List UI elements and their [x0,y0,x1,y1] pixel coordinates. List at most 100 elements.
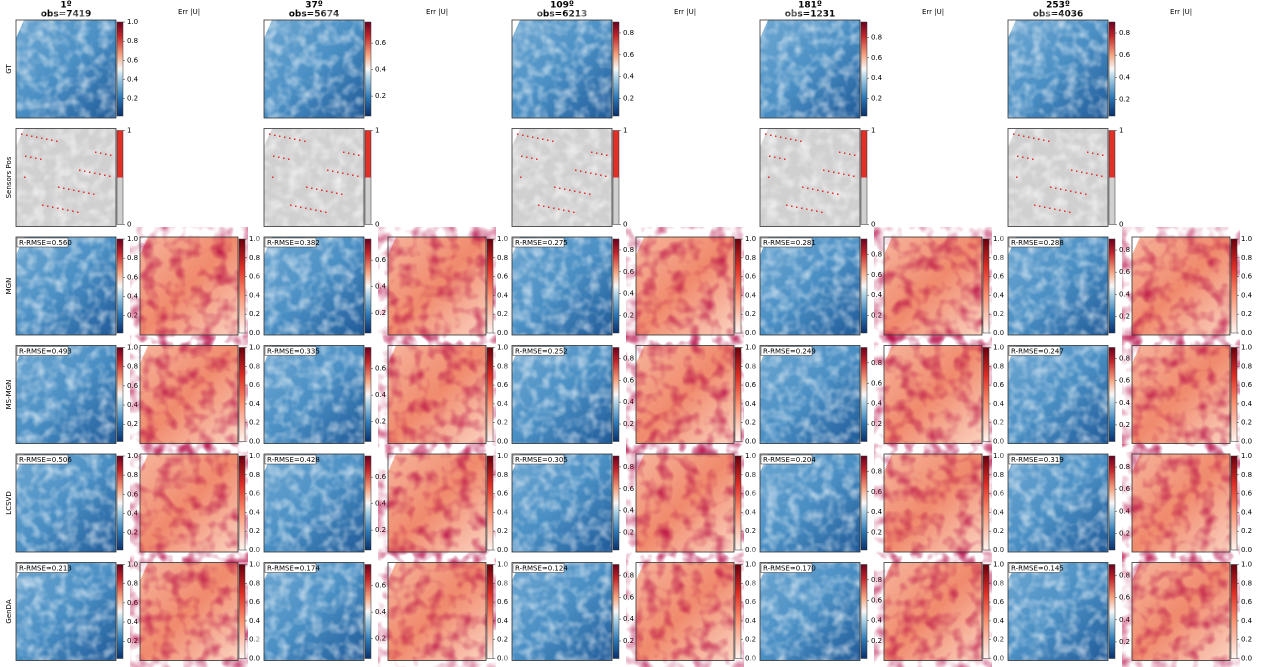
colorbar [364,455,372,551]
heatmap-panel [511,562,613,661]
colorbar-tick-label: 0.8 [871,359,882,367]
colorbar [860,564,868,659]
heatmap-panel [635,562,735,661]
heatmap-panel [759,19,861,119]
colorbar [486,455,494,551]
colorbar-tick-label: 0.2 [623,529,634,537]
heatmap-panel [1131,562,1231,661]
colorbar-tick-label: 0.4 [871,617,883,625]
colorbar-tick-label: 0.6 [623,485,635,493]
colorbar-tick-label: 0.4 [1119,507,1131,515]
colorbar-tick-label: 0.4 [249,508,261,516]
colorbar [1230,238,1238,334]
colorbar-tick-label: 0 [375,221,379,229]
colorbar-tick-label: 0.6 [249,273,261,281]
heatmap-panel [15,562,117,661]
colorbar-tick-label: 0.6 [249,490,261,498]
colorbar-tick-label: 1.0 [497,561,508,569]
heatmap-panel [263,453,365,553]
colorbar [734,347,742,442]
colorbar [982,455,990,551]
colorbar-tick-label: 1 [623,127,627,135]
metric-box [264,563,317,573]
colorbar-tick-label: 0.8 [127,37,138,45]
colorbar-tick-label: 0.2 [745,419,756,427]
colorbar-tick-label: 0.4 [127,293,139,301]
colorbar [1108,130,1116,225]
colorbar-tick-label: 0.4 [623,507,635,515]
colorbar-tick-label: 0.4 [497,400,509,408]
rmse-label: R-RMSE=0.506 [19,456,72,464]
colorbar [486,347,494,442]
colorbar-tick-label: 0.6 [497,381,509,389]
colorbar-tick-label: 0.8 [249,471,260,479]
colorbar-tick-label: 0.8 [497,362,508,370]
colorbar-tick-label: 0.4 [127,510,139,518]
colorbar-tick-label: 0.8 [623,29,634,37]
colorbar [982,347,990,442]
metric-box [16,454,69,465]
colorbar [734,564,742,659]
colorbar-tick-label: 0.8 [871,250,882,258]
colorbar-tick-label: 0.2 [127,529,138,537]
colorbar-tick-label: 0.2 [623,312,634,320]
colorbar-tick-label: 0.2 [1119,638,1130,646]
colorbar-tick-label: 0.0 [1241,655,1252,663]
colorbar-tick-label: 0.8 [871,467,882,475]
heatmap-panel [1007,453,1109,553]
rmse-label: R-RMSE=0.249 [763,348,816,356]
column-title: 253º [1046,1,1070,11]
colorbar [860,21,868,117]
colorbar-tick-label: 0.0 [1241,438,1252,446]
colorbar-tick-label: 0.0 [249,438,260,446]
colorbar-tick-label: 0.4 [745,400,757,408]
colorbar [238,238,246,334]
colorbar-tick-label: 0.6 [127,56,139,64]
colorbar-tick-label: 0.4 [249,400,261,408]
colorbar-tick-label: 0.4 [497,291,509,299]
colorbar-tick-label: 1.0 [1241,452,1252,460]
colorbar-tick-label: 0.4 [1241,508,1253,516]
colorbar-tick-label: 0.6 [623,376,635,384]
heatmap-panel [387,345,487,444]
colorbar-tick-label: 0.2 [871,312,882,320]
colorbar-tick-label: 0.4 [497,508,509,516]
colorbar-tick-label: 0.6 [497,273,509,281]
column-title: 109º [550,1,574,11]
colorbar [1230,455,1238,551]
metric-box [264,346,317,356]
heatmap-panel [139,562,239,661]
colorbar-tick-label: 0.8 [1119,572,1130,580]
colorbar-tick-label: 1.0 [993,344,1004,352]
colorbar-tick-label: 0.8 [993,471,1004,479]
heatmap-panel [263,19,365,119]
colorbar [734,455,742,551]
colorbar-tick-label: 0.6 [871,379,883,387]
colorbar-tick-label: 0.6 [993,381,1005,389]
metric-box [264,237,317,248]
metric-box [760,454,813,465]
colorbar [860,347,868,442]
colorbar-tick-label: 0.8 [871,33,882,41]
err-title: Err |U| [178,8,200,16]
heatmap-panel [387,562,487,661]
heatmap-panel [15,236,117,336]
rmse-label: R-RMSE=0.560 [19,239,72,247]
colorbar-tick-label: 1.0 [127,452,138,460]
heatmap-panel [511,19,613,119]
row-label: MGN [5,278,13,295]
colorbar [612,21,620,117]
heatmap-panel [387,453,487,553]
colorbar-tick-label: 1 [127,127,131,135]
colorbar-tick-label: 0.6 [127,599,139,607]
colorbar-tick-label: 0.4 [745,508,757,516]
heatmap-panel [15,345,117,444]
colorbar-tick-label: 1.0 [1241,235,1252,243]
colorbar [612,564,620,659]
colorbar-tick-label: 0.4 [1119,290,1131,298]
colorbar [238,564,246,659]
colorbar-tick-label: 0.8 [249,254,260,262]
colorbar-tick-label: 0.0 [993,329,1004,337]
colorbar [116,238,124,334]
colorbar-tick-label: 0.2 [497,527,508,535]
